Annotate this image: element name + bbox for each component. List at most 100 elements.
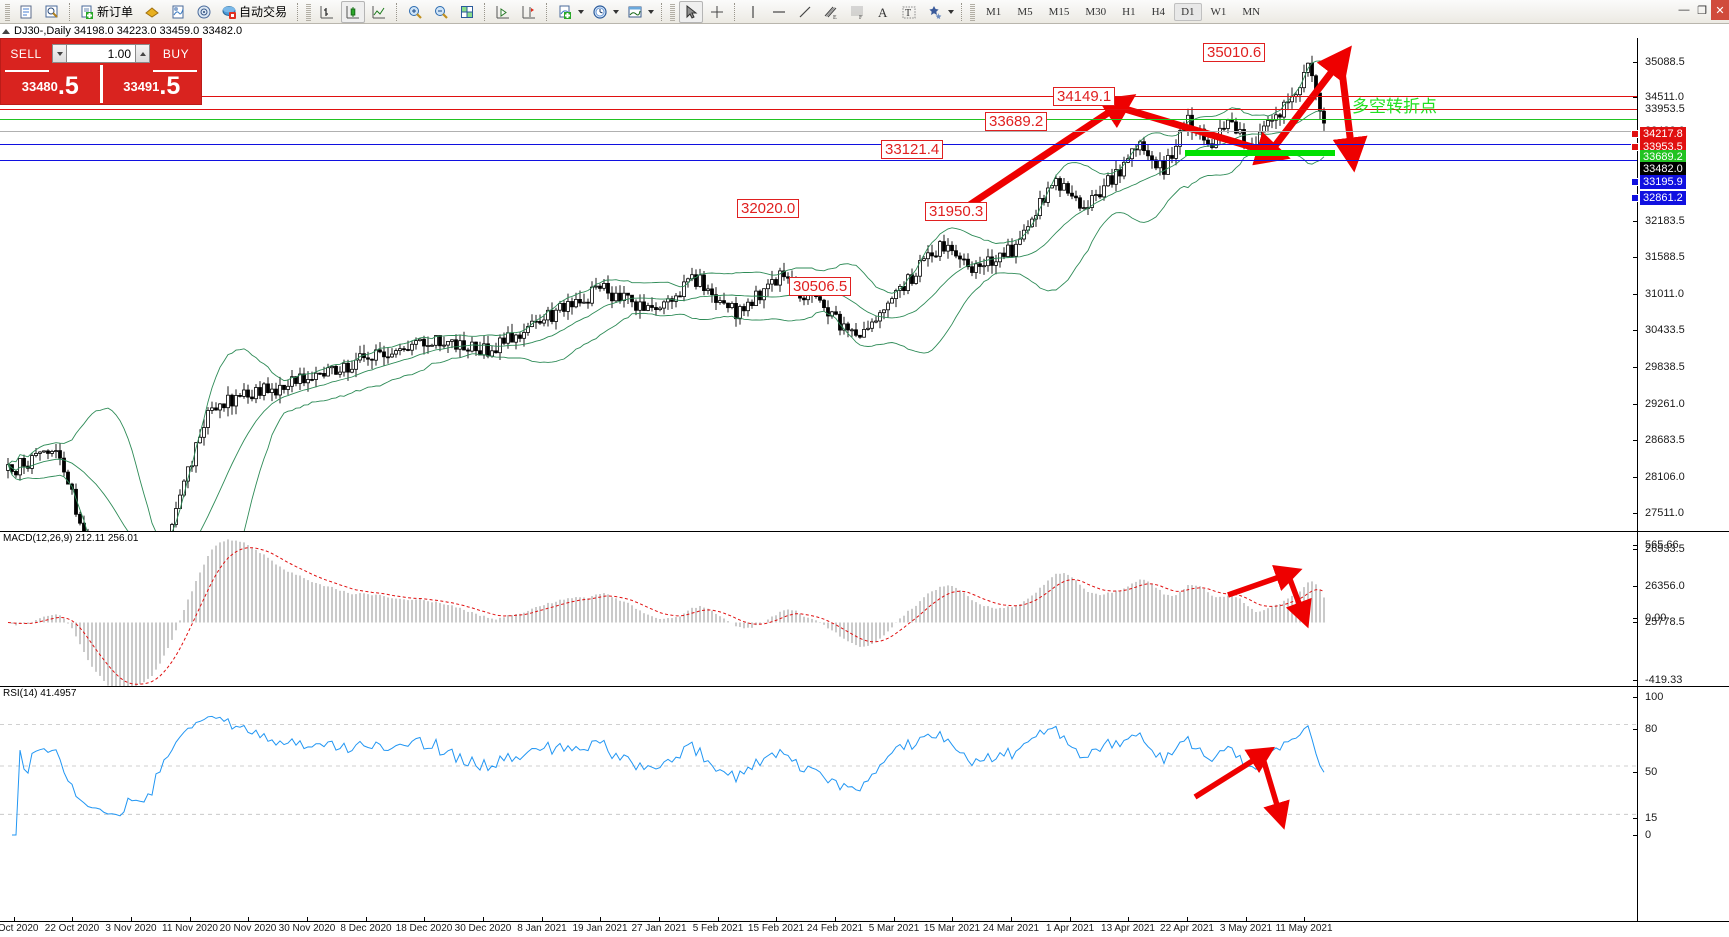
volume-stepper[interactable]: 1.00 <box>52 44 150 64</box>
y-tick-label: 32183.5 <box>1645 215 1685 227</box>
timeframe-m1[interactable]: M1 <box>986 5 1002 18</box>
toolbar-gripper[interactable] <box>306 2 312 21</box>
minimize-button[interactable]: — <box>1678 4 1690 16</box>
price-line-handle[interactable] <box>1631 143 1639 151</box>
date-tick <box>366 917 367 922</box>
horizontal-line-icon[interactable] <box>767 1 791 23</box>
date-tick-label: 15 Feb 2021 <box>747 923 805 934</box>
fibonacci-retracement-icon[interactable]: F <box>845 1 869 23</box>
price-tag-34217-8[interactable]: 34217.8 <box>1640 127 1686 141</box>
text-icon[interactable]: A <box>871 1 895 23</box>
toolbar-separator <box>734 2 736 21</box>
y-tick-label: 27511.0 <box>1645 507 1684 519</box>
chart-shift-icon[interactable] <box>517 1 541 23</box>
data-window-icon[interactable] <box>40 1 64 23</box>
svg-text:A: A <box>878 5 888 20</box>
price-tag-33482-0[interactable]: 33482.0 <box>1640 162 1686 176</box>
date-tick-label: 11 Nov 2020 <box>162 923 218 934</box>
timeframe-h1[interactable]: H1 <box>1122 5 1136 18</box>
timeframe-mn[interactable]: MN <box>1242 5 1261 18</box>
add-indicator-icon[interactable] <box>553 1 577 23</box>
price-tag-33689-2[interactable]: 33689.2 <box>1640 150 1686 164</box>
periods-icon[interactable] <box>588 1 612 23</box>
date-tick <box>894 917 895 922</box>
hline-33195[interactable] <box>0 144 1637 145</box>
strategy-tester-icon[interactable] <box>166 1 190 23</box>
crosshair-icon[interactable] <box>705 1 729 23</box>
cursor-icon[interactable] <box>679 0 704 23</box>
date-axis[interactable]: 4 Oct 2020 22 Oct 2020 3 Nov 2020 11 Nov 20… <box>0 917 1729 937</box>
price-tag-32861-2[interactable]: 32861.2 <box>1640 191 1686 205</box>
green-zone-bar[interactable] <box>1185 150 1335 156</box>
hline-32861[interactable] <box>0 160 1637 161</box>
macd-label: MACD(12,26,9) 212.11 256.01 <box>3 533 139 544</box>
toolbar-separator <box>661 2 663 21</box>
price-label-33689[interactable]: 33689.2 <box>985 112 1048 131</box>
chart-area[interactable]: 多空转折点 35010.6 34149.1 33689.2 33121.4 32… <box>0 38 1729 937</box>
volume-increase-button[interactable] <box>135 44 150 63</box>
zoom-out-icon[interactable] <box>429 1 453 23</box>
buy-button[interactable]: BUY <box>162 46 190 61</box>
timeframe-d1[interactable]: D1 <box>1174 2 1202 21</box>
date-tick-label: 18 Dec 2020 <box>395 923 453 934</box>
vertical-line-icon[interactable] <box>741 1 765 23</box>
date-tick-label: 5 Feb 2021 <box>692 923 744 934</box>
market-watch-icon[interactable] <box>14 1 38 23</box>
toolbar-gripper[interactable] <box>670 2 676 21</box>
auto-trading-button[interactable]: 自动交易 <box>218 1 292 23</box>
tile-windows-icon[interactable] <box>455 1 479 23</box>
toolbar-gripper[interactable] <box>5 2 10 21</box>
price-label-30506[interactable]: 30506.5 <box>789 277 852 296</box>
sell-button[interactable]: SELL <box>10 46 42 61</box>
maximize-button[interactable]: ❐ <box>1697 4 1707 17</box>
text-label-icon[interactable]: T <box>897 1 921 23</box>
expert-advisors-icon[interactable] <box>140 1 164 23</box>
price-label-32020[interactable]: 32020.0 <box>737 199 800 218</box>
chevron-down-icon[interactable] <box>648 9 655 14</box>
templates-icon[interactable] <box>623 1 647 23</box>
chevron-down-icon[interactable] <box>578 9 585 14</box>
signals-icon[interactable] <box>192 1 216 23</box>
macd-pane[interactable]: MACD(12,26,9) 212.11 256.01 565.66 0.00 -4… <box>0 531 1729 687</box>
date-tick <box>483 917 484 922</box>
rsi-pane[interactable]: RSI(14) 41.4957 100 80 50 15 0 <box>0 686 1729 841</box>
price-tag-33195-9[interactable]: 33195.9 <box>1640 175 1686 189</box>
price-label-33121[interactable]: 33121.4 <box>881 140 944 159</box>
y-tick <box>1633 330 1638 331</box>
timeframe-h4[interactable]: H4 <box>1151 5 1166 18</box>
price-pane[interactable]: 多空转折点 35010.6 34149.1 33689.2 33121.4 32… <box>0 38 1729 628</box>
volume-decrease-button[interactable] <box>52 44 67 63</box>
toolbar-gripper[interactable] <box>970 2 976 21</box>
bar-chart-icon[interactable] <box>315 1 339 23</box>
zoom-in-icon[interactable] <box>403 1 427 23</box>
new-order-button[interactable]: 新订单 <box>76 1 138 23</box>
timeframe-m5[interactable]: M5 <box>1017 5 1033 18</box>
chinese-annotation[interactable]: 多空转折点 <box>1352 97 1437 117</box>
price-label-35010[interactable]: 35010.6 <box>1203 43 1266 62</box>
y-tick <box>1633 586 1638 587</box>
chevron-down-icon[interactable] <box>948 9 955 14</box>
shapes-icon[interactable] <box>923 1 947 23</box>
timeframe-m30[interactable]: M30 <box>1085 5 1107 18</box>
auto-scroll-icon[interactable] <box>491 1 515 23</box>
timeframe-m15[interactable]: M15 <box>1048 5 1070 18</box>
price-label-34149[interactable]: 34149.1 <box>1053 87 1116 106</box>
candlestick-chart-icon[interactable] <box>341 0 366 23</box>
y-tick <box>1633 680 1638 681</box>
price-line-handle[interactable] <box>1631 178 1639 186</box>
trendline-icon[interactable] <box>793 1 817 23</box>
timeframe-w1[interactable]: W1 <box>1210 5 1227 18</box>
hline-33689[interactable] <box>0 119 1637 120</box>
volume-input[interactable]: 1.00 <box>67 44 135 63</box>
date-tick <box>600 917 601 922</box>
line-chart-icon[interactable] <box>367 1 391 23</box>
equidistant-channel-icon[interactable]: E <box>819 1 843 23</box>
chevron-down-icon[interactable] <box>613 9 620 14</box>
price-label-31950[interactable]: 31950.3 <box>925 202 988 221</box>
toolbar-separator <box>961 2 963 21</box>
price-line-handle[interactable] <box>1631 130 1639 138</box>
svg-text:E: E <box>833 15 837 20</box>
close-button[interactable]: ✕ <box>1711 0 1729 20</box>
collapse-triangle-icon[interactable] <box>2 28 10 34</box>
price-line-handle[interactable] <box>1631 194 1639 202</box>
